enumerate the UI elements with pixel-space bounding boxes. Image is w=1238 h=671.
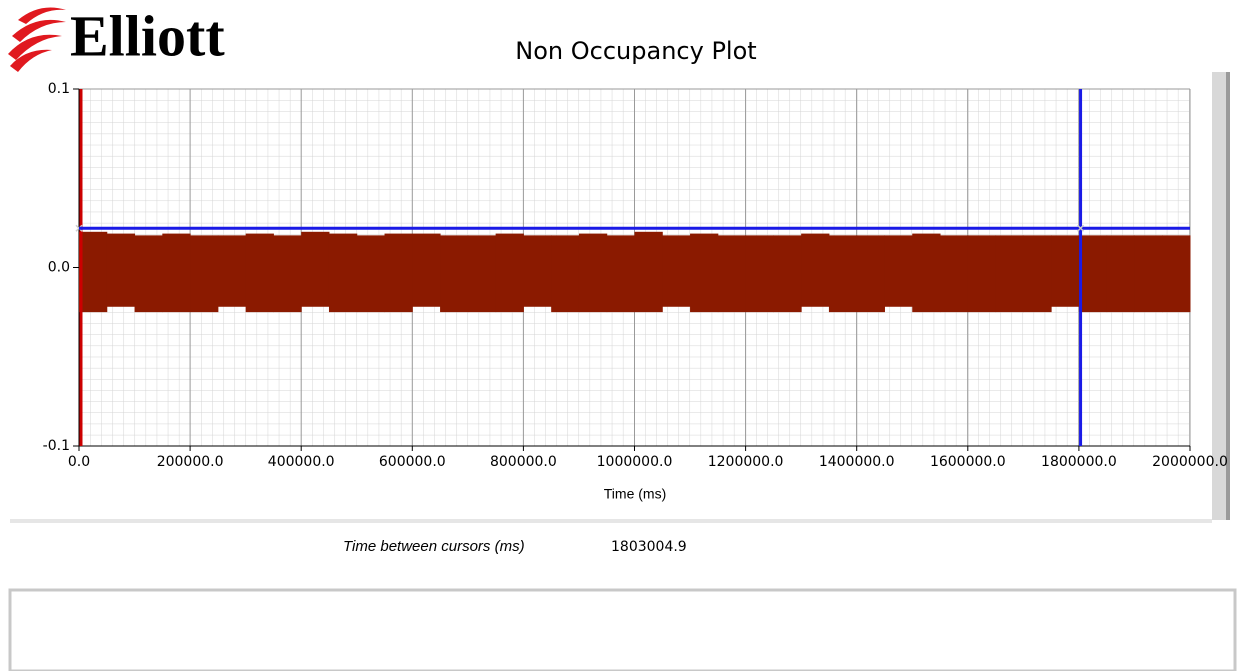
signal-band	[967, 235, 997, 313]
signal-band	[273, 235, 302, 313]
x-tick-label: 1200000.0	[708, 454, 784, 470]
x-tick-label: 2000000.0	[1152, 454, 1228, 470]
signal-band	[1078, 235, 1108, 313]
signal-band	[912, 233, 941, 313]
signal-band	[523, 235, 552, 307]
signal-band	[1162, 235, 1191, 313]
logo-icon	[8, 7, 66, 72]
signal-band	[134, 235, 163, 313]
signal-band	[773, 235, 802, 313]
signal-band	[162, 233, 191, 313]
x-tick-label: 200000.0	[157, 454, 224, 470]
signal-band	[662, 235, 691, 307]
signal-band	[217, 235, 247, 307]
signal-band	[190, 235, 219, 313]
x-tick-label: 400000.0	[268, 454, 335, 470]
signal-band	[384, 233, 413, 313]
cursor-marker	[1077, 224, 1085, 232]
signal-band	[995, 235, 1024, 313]
signal-band	[79, 231, 108, 313]
signal-band	[606, 235, 635, 313]
y-tick-label: 0.1	[48, 81, 70, 97]
signal-band	[717, 235, 747, 313]
signal-band	[328, 233, 358, 313]
signal-band	[801, 233, 830, 307]
signal-band	[551, 235, 580, 313]
signal-band	[245, 233, 274, 313]
signal-band	[495, 233, 524, 313]
bottom-panel	[8, 588, 1237, 671]
signal-band	[1106, 235, 1135, 313]
signal-band	[745, 235, 774, 313]
x-tick-label: 600000.0	[379, 454, 446, 470]
chart-title: Non Occupancy Plot	[515, 37, 756, 65]
signal-band	[856, 235, 885, 313]
signal-band	[1134, 235, 1163, 313]
signal-band	[412, 233, 441, 307]
signal-band	[301, 231, 330, 307]
signal-band	[828, 235, 858, 313]
signal-band	[440, 235, 469, 313]
signal-band	[690, 233, 719, 313]
x-axis-label: Time (ms)	[604, 486, 666, 502]
panel-edge	[10, 519, 1212, 523]
y-tick-label: -0.1	[43, 438, 70, 454]
readout-value: 1803004.9	[611, 539, 687, 555]
readout-label: Time between cursors (ms)	[343, 538, 525, 555]
x-tick-label: 1000000.0	[597, 454, 673, 470]
signal-band	[467, 235, 497, 313]
logo-text: Elliott	[70, 3, 225, 68]
scrollbar[interactable]	[1212, 72, 1228, 520]
x-tick-label: 1600000.0	[930, 454, 1006, 470]
signal-band	[940, 235, 969, 313]
plot: 0.0 200000.0 400000.0 600000.0 800000.0 10000…	[43, 81, 1228, 470]
signal-band	[884, 235, 913, 307]
x-tick-label: 1400000.0	[819, 454, 895, 470]
signal-band	[356, 235, 386, 313]
y-tick-label: 0.0	[48, 260, 70, 276]
x-tick-label: 0.0	[68, 454, 90, 470]
scrollbar-edge	[1226, 72, 1230, 520]
signal-band	[106, 233, 136, 307]
x-tick-label: 800000.0	[490, 454, 557, 470]
signal-band	[578, 233, 608, 313]
signal-band	[1023, 235, 1052, 313]
x-tick-label: 1800000.0	[1041, 454, 1117, 470]
signal-band	[1051, 235, 1080, 307]
signal-band	[634, 231, 663, 313]
